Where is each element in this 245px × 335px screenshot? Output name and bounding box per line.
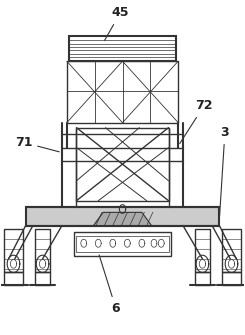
Text: 71: 71 (15, 136, 59, 152)
Bar (74, 232, 171, 256)
Bar (35, 229, 50, 272)
Bar (4, 229, 23, 272)
Bar (76, 236, 169, 252)
Bar (195, 229, 210, 272)
Text: 3: 3 (220, 126, 229, 216)
Bar (67, 61, 178, 123)
Bar (222, 272, 241, 285)
Bar (35, 272, 50, 285)
Bar (76, 128, 169, 201)
Bar (195, 272, 210, 285)
Bar (222, 229, 241, 272)
Text: 45: 45 (105, 6, 129, 41)
Text: 6: 6 (99, 255, 120, 315)
Bar (4, 272, 23, 285)
Text: 72: 72 (180, 99, 213, 144)
Bar (69, 36, 176, 61)
Polygon shape (93, 212, 152, 226)
Bar (26, 207, 219, 226)
